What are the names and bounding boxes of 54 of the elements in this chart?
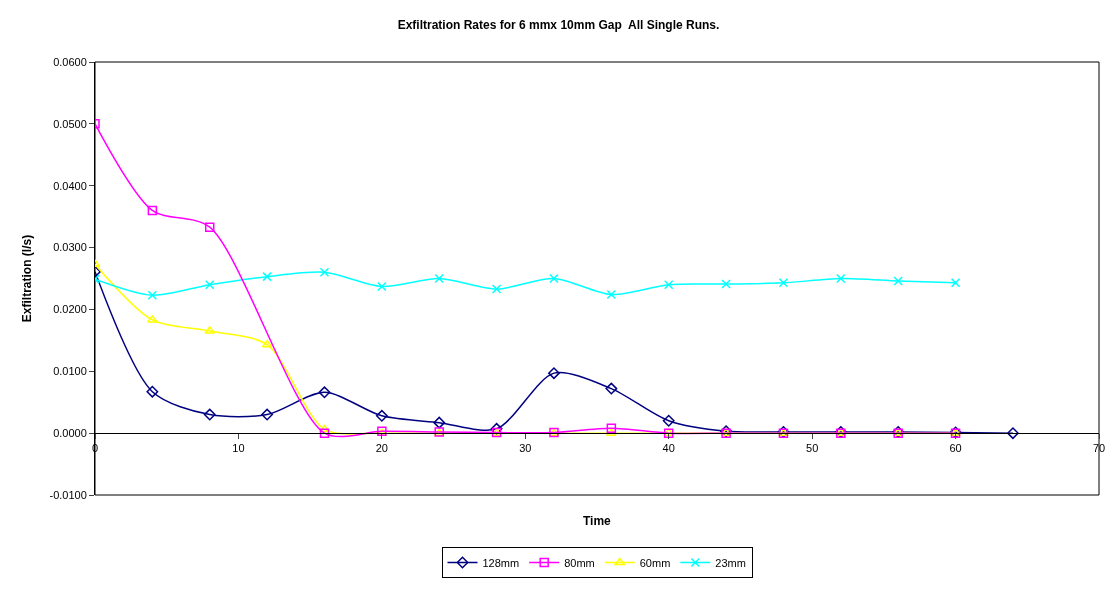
point	[663, 279, 674, 290]
point	[549, 273, 559, 284]
legend-label: 128mm	[482, 556, 520, 569]
point	[146, 385, 159, 398]
chart-title: Exfiltration Rates for 6 mmx 10mm Gap All Single Runs.	[397, 18, 720, 33]
point	[262, 271, 272, 282]
y-tick-label: 0.0000	[53, 426, 87, 439]
point	[490, 422, 503, 435]
legend-label: 80mm	[564, 556, 595, 569]
x-tick-label: 30	[519, 442, 532, 455]
point	[319, 267, 330, 278]
point	[1006, 427, 1019, 440]
point	[147, 290, 158, 300]
point	[261, 408, 274, 421]
point	[548, 367, 560, 380]
x-tick-label: 60	[949, 442, 962, 455]
point	[721, 279, 731, 289]
point	[606, 289, 617, 300]
x-tick-label: 40	[662, 442, 675, 455]
point	[778, 278, 789, 288]
point	[836, 273, 846, 284]
point	[147, 205, 158, 216]
point	[204, 222, 215, 232]
legend-label: 60mm	[639, 556, 671, 569]
x-tick-label: 20	[375, 442, 388, 455]
point	[605, 382, 618, 395]
x-tick-label: 10	[232, 442, 245, 455]
point	[606, 423, 617, 433]
point	[318, 386, 331, 399]
y-tick-label: 0.0300	[53, 241, 87, 254]
point	[491, 284, 502, 294]
y-tick-label: 0.0500	[53, 117, 87, 130]
point	[204, 279, 215, 290]
x-tick-label: 70	[1092, 442, 1106, 455]
point	[433, 416, 446, 429]
point	[147, 315, 158, 323]
x-tick-label: 50	[806, 442, 819, 455]
x-axis-title: Time	[583, 514, 612, 528]
y-tick-label: 0.0100	[53, 365, 87, 378]
y-tick-label: 0.0400	[53, 179, 87, 192]
y-axis-title: Exfiltration (l/s)	[19, 234, 34, 323]
y-tick-label: 0.0200	[53, 303, 87, 316]
point	[261, 339, 273, 348]
y-tick-label: -0.0100	[49, 488, 87, 501]
legend-label: 23mm	[715, 556, 746, 569]
point	[893, 276, 903, 286]
point	[377, 281, 387, 292]
point	[950, 278, 961, 288]
point	[662, 414, 675, 427]
y-tick-label: 0.0600	[53, 55, 87, 68]
point	[203, 408, 216, 421]
point	[434, 273, 444, 284]
point	[319, 428, 330, 438]
point	[375, 409, 388, 422]
